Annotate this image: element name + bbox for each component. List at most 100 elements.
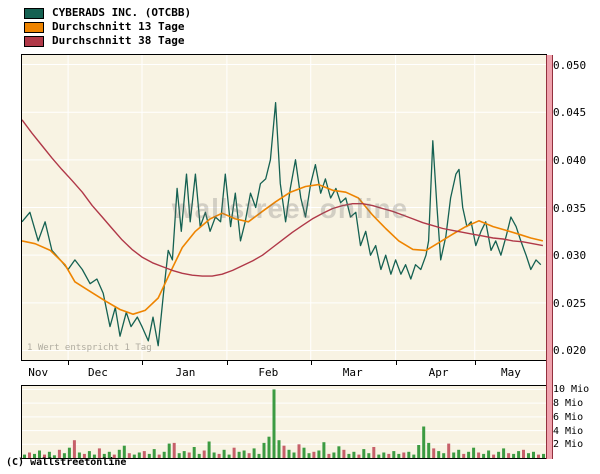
volume-bar bbox=[167, 443, 171, 458]
volume-bar bbox=[237, 451, 241, 458]
legend-label-ma38: Durchschnitt 38 Tage bbox=[52, 34, 185, 47]
volume-bar bbox=[497, 451, 501, 458]
y-axis-label: 0.035 bbox=[553, 201, 587, 215]
volume-axis-label: 10 Mio bbox=[553, 384, 590, 396]
volume-bar bbox=[467, 451, 471, 458]
x-axis-label-feb: Feb bbox=[258, 366, 279, 379]
volume-bar bbox=[512, 453, 516, 458]
volume-bar bbox=[33, 453, 36, 458]
volume-bar bbox=[477, 452, 481, 458]
ma38-line bbox=[22, 119, 544, 277]
price-line bbox=[22, 102, 542, 347]
volume-bar bbox=[122, 445, 126, 458]
x-axis-tick bbox=[474, 360, 476, 365]
volume-bar bbox=[52, 455, 56, 458]
x-axis-tick bbox=[226, 360, 228, 365]
x-axis-label-dec: Dec bbox=[88, 366, 108, 379]
volume-bar bbox=[412, 454, 416, 458]
volume-bar bbox=[407, 451, 411, 458]
volume-bar bbox=[452, 452, 456, 458]
x-axis-label-nov: Nov bbox=[28, 366, 49, 379]
volume-bar bbox=[392, 451, 396, 458]
x-axis-label-apr: Apr bbox=[428, 366, 449, 379]
volume-bar bbox=[337, 446, 341, 458]
volume-bar bbox=[202, 450, 206, 458]
volume-bar bbox=[92, 454, 96, 458]
volume-bar bbox=[317, 450, 321, 458]
x-axis-tick bbox=[395, 360, 397, 365]
volume-bar bbox=[457, 449, 461, 458]
volume-bar bbox=[62, 453, 66, 458]
volume-bar bbox=[182, 451, 186, 458]
volume-bar bbox=[187, 452, 191, 458]
volume-bar bbox=[372, 447, 376, 458]
volume-bar bbox=[247, 453, 251, 458]
ma13-line bbox=[22, 183, 544, 316]
main-price-plot bbox=[21, 54, 547, 361]
legend-swatch-ma13 bbox=[24, 21, 44, 33]
right-edge-marker-bar bbox=[546, 55, 553, 459]
volume-axis-label: 8 Mio bbox=[553, 398, 584, 410]
volume-bar bbox=[23, 454, 26, 458]
legend-label-ma13: Durchschnitt 13 Tage bbox=[52, 20, 185, 33]
x-axis-tick bbox=[68, 360, 70, 365]
volume-bar bbox=[482, 453, 486, 458]
volume-bar bbox=[417, 445, 421, 458]
volume-bar bbox=[367, 453, 371, 458]
volume-bar bbox=[212, 452, 216, 458]
x-axis-label-mar: Mar bbox=[342, 366, 363, 379]
volume-bar bbox=[362, 449, 366, 458]
volume-bar bbox=[117, 449, 121, 458]
volume-axis-label: 6 Mio bbox=[553, 411, 584, 423]
legend-item-ma38: Durchschnitt 38 Tage bbox=[24, 34, 191, 48]
y-axis-label: 0.050 bbox=[553, 58, 587, 72]
volume-bar bbox=[292, 452, 296, 458]
volume-bar bbox=[437, 451, 441, 458]
y-axis-label: 0.030 bbox=[553, 249, 587, 263]
volume-bar bbox=[142, 451, 146, 458]
legend-swatch-ma38 bbox=[24, 35, 44, 47]
volume-bar bbox=[462, 453, 466, 458]
volume-bar bbox=[322, 442, 326, 458]
x-axis-label-may: May bbox=[500, 366, 521, 379]
volume-bar bbox=[67, 447, 71, 458]
volume-bar bbox=[517, 451, 521, 458]
volume-bar bbox=[137, 452, 141, 458]
volume-bar bbox=[542, 453, 545, 458]
volume-bar bbox=[272, 389, 276, 458]
volume-bar bbox=[502, 448, 506, 458]
volume-bar bbox=[157, 454, 161, 458]
volume-bar bbox=[172, 442, 176, 458]
volume-bar bbox=[57, 449, 61, 458]
volume-bar bbox=[302, 447, 306, 458]
x-axis-tick bbox=[141, 360, 143, 365]
volume-bar bbox=[487, 450, 491, 458]
y-axis-label: 0.020 bbox=[553, 344, 587, 358]
volume-bar bbox=[192, 447, 196, 458]
volume-bar bbox=[382, 452, 386, 458]
volume-bar bbox=[242, 450, 246, 458]
volume-bar bbox=[127, 453, 131, 458]
volume-bar bbox=[217, 453, 221, 458]
volume-bar bbox=[532, 451, 535, 458]
volume-bar bbox=[427, 442, 431, 458]
volume-bar bbox=[507, 453, 511, 458]
volume-bar bbox=[162, 451, 166, 458]
volume-bar bbox=[287, 449, 291, 458]
volume-bar bbox=[357, 454, 361, 458]
volume-bar bbox=[282, 445, 286, 458]
volume-bar bbox=[177, 453, 181, 458]
volume-bar bbox=[257, 453, 261, 458]
volume-bar bbox=[152, 449, 156, 458]
volume-bar bbox=[28, 452, 31, 458]
volume-bar bbox=[147, 453, 151, 458]
volume-bar bbox=[522, 449, 525, 458]
volume-bar bbox=[347, 453, 351, 458]
volume-bar bbox=[447, 443, 451, 458]
volume-bar bbox=[472, 447, 476, 458]
y-axis-label: 0.025 bbox=[553, 296, 587, 310]
volume-bar bbox=[102, 453, 106, 458]
volume-bar bbox=[492, 454, 496, 458]
y-axis-label: 0.045 bbox=[553, 106, 587, 120]
